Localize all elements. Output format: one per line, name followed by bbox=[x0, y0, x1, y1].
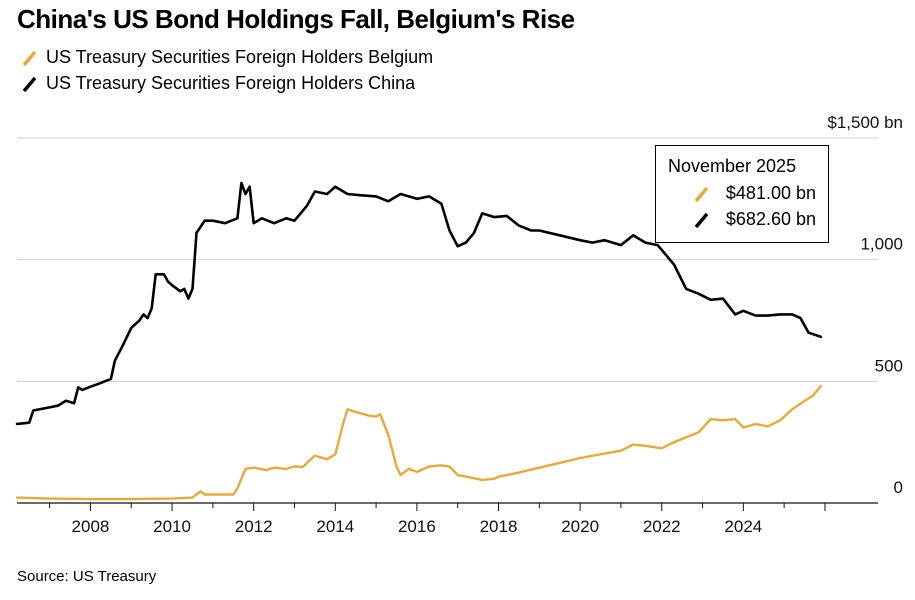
tooltip-value-belgium: $481.00 bn bbox=[725, 183, 816, 203]
series-line-belgium bbox=[15, 384, 823, 501]
series-line-china bbox=[15, 181, 823, 426]
x-tick-label-2008: 2008 bbox=[72, 517, 110, 536]
tooltip-swatch-belgium-icon bbox=[694, 186, 709, 202]
legend-label-belgium: US Treasury Securities Foreign Holders B… bbox=[46, 47, 434, 67]
legend-label-china: US Treasury Securities Foreign Holders C… bbox=[46, 73, 416, 93]
hover-tooltip: November 2025 $481.00 bn $682.60 bn bbox=[655, 145, 829, 243]
x-tick-label-2012: 2012 bbox=[235, 517, 273, 536]
x-tick-label-2018: 2018 bbox=[480, 517, 518, 536]
x-tick-label-2020: 2020 bbox=[561, 517, 599, 536]
tooltip-date: November 2025 bbox=[668, 156, 797, 176]
legend-swatch-china-icon bbox=[22, 76, 37, 92]
tooltip-value-china: $682.60 bn bbox=[725, 209, 816, 229]
series-layer bbox=[15, 181, 823, 501]
gridlines bbox=[17, 137, 878, 382]
x-tick-label-2010: 2010 bbox=[153, 517, 191, 536]
y-tick-label-500: 500 bbox=[875, 356, 903, 375]
legend-swatch-belgium-icon bbox=[22, 50, 37, 66]
x-tick-label-2022: 2022 bbox=[643, 517, 681, 536]
legend-entry-belgium: US Treasury Securities Foreign Holders B… bbox=[20, 47, 433, 68]
tooltip-row-belgium: $481.00 bn bbox=[692, 183, 816, 204]
x-tick-label-2016: 2016 bbox=[398, 517, 436, 536]
tooltip-row-china: $682.60 bn bbox=[692, 209, 816, 230]
chart-title: China's US Bond Holdings Fall, Belgium's… bbox=[17, 4, 575, 34]
source-note: Source: US Treasury bbox=[17, 568, 157, 585]
x-tick-label-2024: 2024 bbox=[724, 517, 762, 536]
x-axis bbox=[17, 502, 878, 511]
legend-entry-china: US Treasury Securities Foreign Holders C… bbox=[20, 73, 415, 94]
y-tick-label-0: 0 bbox=[894, 478, 903, 497]
y-tick-label-1000: 1,000 bbox=[860, 235, 903, 254]
axis-labels: 0 500 1,000 $1,500 bn 2008 2010 2012 2014 2016 20… bbox=[72, 113, 903, 536]
y-tick-label-1500: $1,500 bn bbox=[827, 113, 903, 132]
tooltip-swatch-china-icon bbox=[694, 212, 709, 228]
x-tick-label-2014: 2014 bbox=[316, 517, 354, 536]
